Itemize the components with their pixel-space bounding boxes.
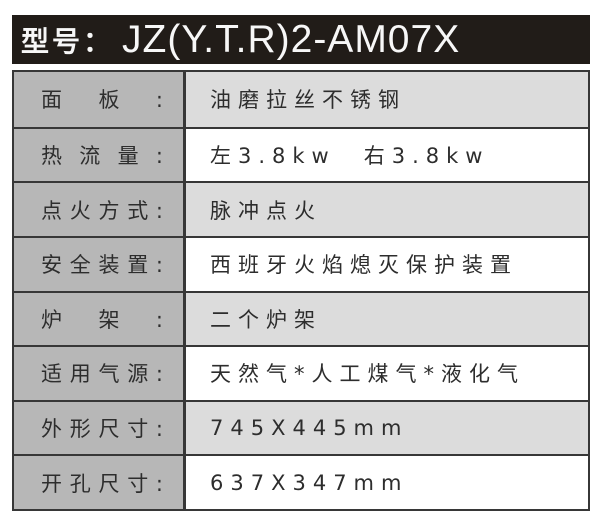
spec-label: 炉架: (41, 307, 163, 332)
spec-value-cell: 天然气*人工煤气*液化气 (186, 347, 588, 400)
model-number: JZ(Y.T.R)2-AM07X (122, 17, 461, 61)
spec-table: 面板: 油磨拉丝不锈钢 热流量: 左3.8kw 右3.8kw 点火方式: 脉冲点… (12, 70, 590, 511)
spec-value: 天然气*人工煤气*液化气 (210, 362, 525, 387)
spec-label-cell: 适用气源: (14, 347, 186, 400)
model-label: 型号： (21, 24, 115, 58)
spec-value: 油磨拉丝不锈钢 (210, 88, 406, 113)
spec-value-cell: 西班牙火焰熄灭保护装置 (186, 237, 588, 291)
spec-label-cell: 热流量: (14, 128, 186, 182)
spec-value: 西班牙火焰熄灭保护装置 (210, 253, 518, 278)
spec-value-cell: 745X445mm (186, 401, 588, 455)
spec-label-cell: 炉架: (14, 292, 186, 346)
spec-label-cell: 外形尺寸: (14, 401, 186, 455)
spec-label-cell: 面板: (14, 72, 186, 127)
spec-value-cell: 左3.8kw 右3.8kw (186, 128, 588, 182)
spec-row-ignition: 点火方式: 脉冲点火 (14, 181, 588, 236)
spec-label: 开孔尺寸: (41, 471, 163, 496)
spec-value: 637X347mm (210, 470, 409, 495)
spec-value: 745X445mm (210, 416, 409, 441)
spec-value-cell: 脉冲点火 (186, 183, 588, 236)
spec-label: 面板: (41, 88, 163, 113)
spec-row-safety-device: 安全装置: 西班牙火焰熄灭保护装置 (14, 235, 588, 291)
spec-label: 适用气源: (41, 362, 163, 387)
spec-row-heat-flow: 热流量: 左3.8kw 右3.8kw (14, 126, 588, 182)
spec-row-cutout-dimensions: 开孔尺寸: 637X347mm (14, 454, 588, 509)
spec-value-cell: 油磨拉丝不锈钢 (186, 72, 588, 127)
spec-value-cell: 二个炉架 (186, 292, 588, 346)
spec-row-panel: 面板: 油磨拉丝不锈钢 (14, 72, 588, 127)
spec-row-outer-dimensions: 外形尺寸: 745X445mm (14, 399, 588, 455)
spec-value: 左3.8kw 右3.8kw (210, 143, 490, 168)
spec-label-cell: 安全装置: (14, 237, 186, 291)
spec-row-grate: 炉架: 二个炉架 (14, 290, 588, 346)
spec-row-gas-type: 适用气源: 天然气*人工煤气*液化气 (14, 345, 588, 400)
spec-value-cell: 637X347mm (186, 456, 588, 509)
spec-label-cell: 开孔尺寸: (14, 456, 186, 509)
spec-value: 二个炉架 (210, 307, 322, 332)
model-header-bar: 型号： JZ(Y.T.R)2-AM07X (12, 15, 590, 64)
spec-value: 脉冲点火 (210, 198, 322, 223)
spec-label-cell: 点火方式: (14, 183, 186, 236)
spec-label: 安全装置: (41, 253, 163, 278)
spec-label: 热流量: (41, 143, 163, 168)
spec-label: 点火方式: (41, 198, 163, 223)
spec-label: 外形尺寸: (41, 417, 163, 442)
